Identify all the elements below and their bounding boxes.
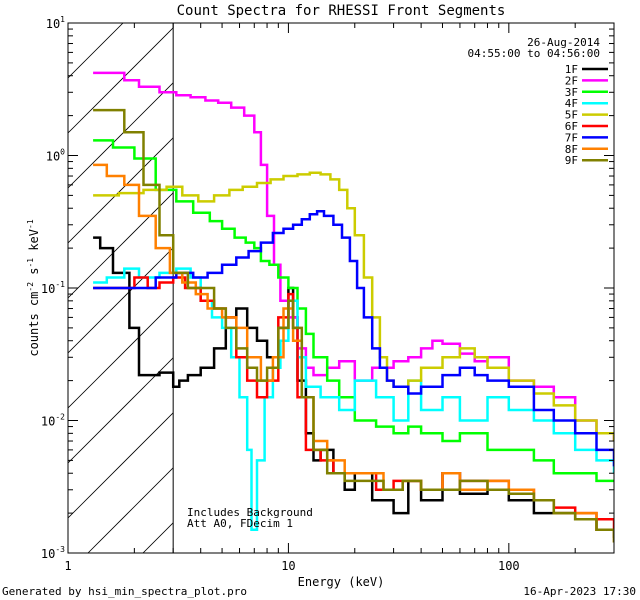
legend-label-7F: 7F: [565, 131, 578, 144]
hatched-region: [68, 23, 174, 553]
series-3F: [93, 139, 614, 483]
series-7F: [93, 209, 614, 467]
y-tick-label: 101: [46, 15, 65, 31]
hatch-line: [68, 27, 174, 134]
x-tick-label: 100: [498, 559, 520, 573]
hatch-line: [68, 302, 174, 409]
x-tick-label: 1: [64, 559, 71, 573]
y-tick-label: 10-1: [41, 280, 65, 296]
y-axis-label: counts cm-2 s-1 keV-1: [26, 219, 41, 356]
y-tick-label: 10-2: [41, 413, 65, 429]
date-label: 26-Aug-2014: [527, 36, 600, 49]
legend-label-8F: 8F: [565, 143, 578, 156]
y-tick-label: 10-3: [41, 545, 65, 561]
hatch-line: [68, 412, 174, 519]
hatch-line: [142, 522, 174, 553]
y-tick-label: 100: [46, 148, 65, 164]
legend-label-1F: 1F: [565, 63, 578, 76]
annotation-background: Includes Background: [187, 506, 313, 519]
axis-ticks: [67, 22, 615, 554]
annotation-attenuator: Att A0, FDecim 1: [187, 517, 293, 530]
x-tick-label: 10: [281, 559, 295, 573]
legend-label-4F: 4F: [565, 97, 578, 110]
hatch-line: [68, 247, 174, 354]
hatch-line: [87, 467, 174, 553]
series-5F: [93, 171, 614, 441]
x-tick-labels: 1 10 100: [64, 559, 519, 573]
hatch-line: [68, 82, 174, 189]
legend-label-3F: 3F: [565, 86, 578, 99]
legend-label-5F: 5F: [565, 109, 578, 122]
y-tick-labels: 101 100 10-1 10-2 10-3: [41, 15, 65, 561]
legend-label-9F: 9F: [565, 154, 578, 167]
x-axis-label: Energy (keV): [298, 575, 385, 589]
hatch-line: [68, 23, 124, 79]
hatch-line: [68, 137, 174, 244]
footer-generator: Generated by hsi_min_spectra_plot.pro: [2, 585, 247, 598]
hatch-line: [68, 192, 174, 299]
series-9F: [93, 108, 614, 543]
series-layer: [93, 71, 614, 543]
legend-label-6F: 6F: [565, 120, 578, 133]
footer-timestamp: 16-Apr-2023 17:30: [523, 585, 636, 598]
legend-label-2F: 2F: [565, 74, 578, 87]
chart-title: Count Spectra for RHESSI Front Segments: [177, 3, 506, 19]
time-range-label: 04:55:00 to 04:56:00: [468, 47, 600, 60]
